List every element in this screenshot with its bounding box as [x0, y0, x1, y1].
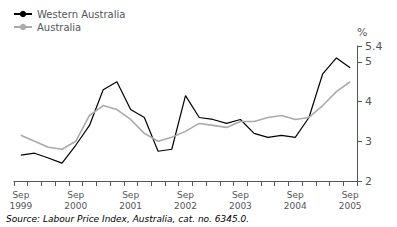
svg-text:Sep: Sep: [67, 190, 84, 200]
svg-text:Sep: Sep: [232, 190, 249, 200]
svg-text:1999: 1999: [9, 201, 32, 211]
svg-text:5.4: 5.4: [365, 40, 383, 53]
svg-text:Sep: Sep: [177, 190, 194, 200]
svg-text:Western Australia: Western Australia: [37, 9, 125, 20]
svg-text:2: 2: [365, 175, 372, 188]
svg-text:2000: 2000: [64, 201, 87, 211]
svg-text:2001: 2001: [119, 201, 142, 211]
svg-text:2005: 2005: [339, 201, 362, 211]
svg-text:5: 5: [365, 55, 372, 68]
svg-text:Source: Labour Price Index, Au: Source: Labour Price Index, Australia, c…: [6, 214, 249, 224]
svg-text:2003: 2003: [229, 201, 252, 211]
svg-text:%: %: [357, 26, 367, 39]
svg-text:2002: 2002: [174, 201, 197, 211]
svg-text:Sep: Sep: [122, 190, 139, 200]
svg-text:Sep: Sep: [342, 190, 359, 200]
svg-text:4: 4: [365, 95, 372, 108]
svg-text:Sep: Sep: [12, 190, 29, 200]
svg-text:3: 3: [365, 135, 372, 148]
svg-text:Sep: Sep: [287, 190, 304, 200]
svg-text:Australia: Australia: [37, 22, 81, 33]
svg-text:2004: 2004: [284, 201, 307, 211]
